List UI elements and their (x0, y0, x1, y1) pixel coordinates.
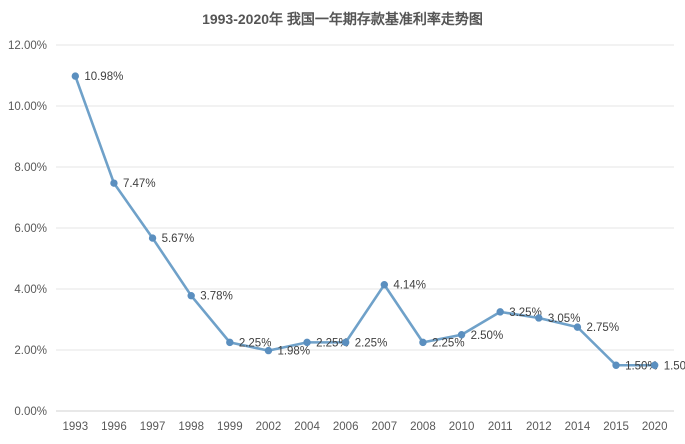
data-label: 7.47% (123, 178, 156, 190)
chart-title: 1993-2020年 我国一年期存款基准利率走势图 (202, 11, 483, 27)
data-point (71, 72, 80, 80)
y-tick-label: 0.00% (14, 406, 47, 418)
x-tick-label: 2011 (488, 421, 513, 433)
x-tick-label: 2008 (410, 421, 436, 433)
data-label: 2.75% (586, 322, 619, 334)
y-tick-label: 6.00% (14, 223, 47, 235)
data-label: 3.05% (548, 313, 581, 325)
data-point (380, 281, 389, 289)
data-label: 2.25% (432, 337, 465, 349)
data-point (612, 361, 620, 369)
data-point (341, 338, 350, 347)
x-tick-label: 1999 (217, 421, 243, 433)
x-tick-label: 2006 (333, 421, 359, 433)
x-tick-label: 1998 (178, 421, 204, 433)
data-label: 3.25% (509, 307, 542, 319)
data-label: 2.25% (239, 337, 272, 349)
data-point (110, 179, 118, 187)
data-label: 3.78% (200, 291, 233, 303)
data-point (650, 361, 659, 369)
x-tick-label: 2020 (642, 421, 668, 433)
data-point (573, 323, 582, 331)
data-point (419, 338, 427, 347)
data-point (187, 292, 195, 300)
y-tick-label: 8.00% (14, 162, 47, 174)
x-tick-label: 1997 (140, 421, 166, 433)
data-label: 1.98% (277, 346, 310, 358)
data-label: 2.25% (355, 337, 388, 349)
x-tick-label: 2002 (256, 421, 282, 433)
x-tick-label: 2010 (449, 421, 475, 433)
data-point (226, 338, 234, 347)
data-point (535, 314, 543, 322)
x-tick-label: 2012 (526, 421, 552, 433)
data-label: 4.14% (393, 280, 426, 292)
x-tick-label: 2015 (603, 421, 629, 433)
x-tick-label: 2007 (372, 421, 398, 433)
data-label: 1.50% (625, 360, 658, 372)
data-label: 5.67% (162, 233, 195, 245)
x-tick-label: 1993 (63, 421, 89, 433)
data-point (457, 331, 466, 339)
x-tick-label: 2004 (294, 421, 320, 433)
y-tick-label: 4.00% (14, 284, 47, 296)
data-point (148, 234, 157, 242)
y-tick-label: 12.00% (8, 40, 47, 52)
x-tick-label: 2014 (565, 421, 591, 433)
y-tick-label: 10.00% (8, 101, 47, 113)
data-label: 2.50% (471, 330, 504, 342)
data-point (496, 308, 504, 316)
data-label: 1.50% (664, 360, 685, 372)
data-label: 2.25% (316, 337, 349, 349)
series-line (74, 74, 656, 367)
data-label: 10.98% (84, 71, 123, 83)
y-tick-label: 2.00% (14, 345, 47, 357)
x-tick-label: 1996 (101, 421, 127, 433)
data-point (264, 346, 273, 355)
data-point (303, 338, 311, 347)
